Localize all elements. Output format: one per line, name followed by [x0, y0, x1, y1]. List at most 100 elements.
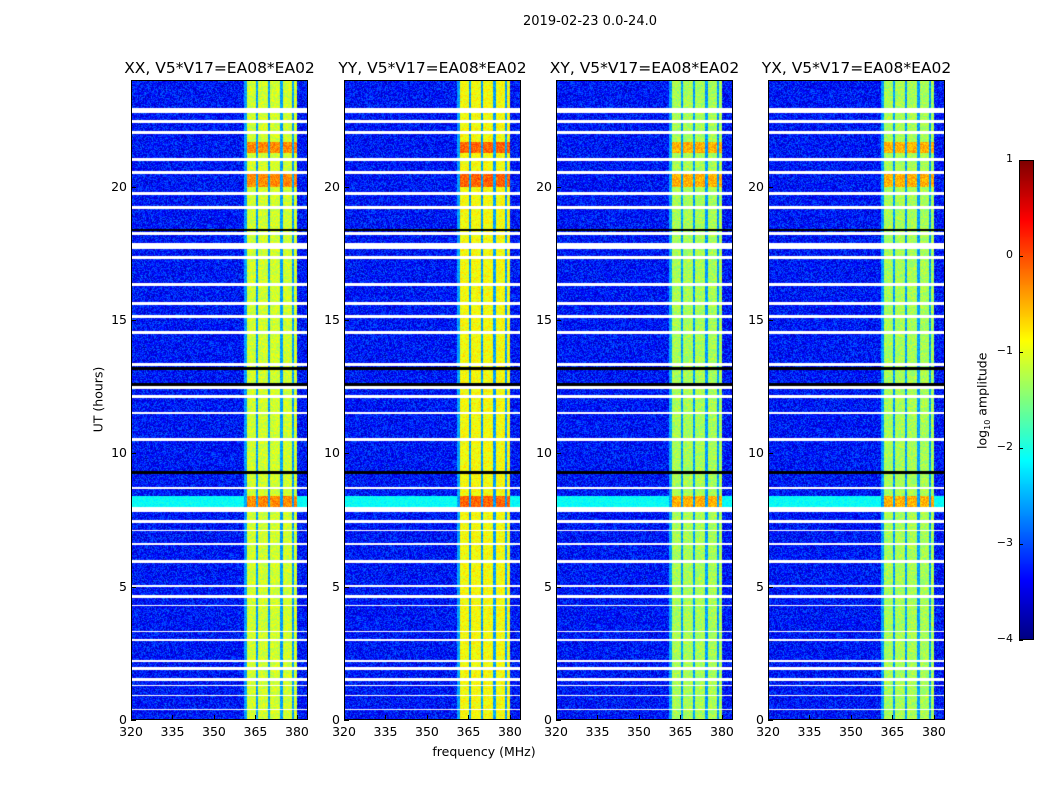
colorbar-tick-mark — [1019, 160, 1023, 161]
y-tick-label: 0 — [756, 712, 764, 727]
x-tick-mark — [296, 715, 298, 720]
y-tick-label: 20 — [324, 178, 340, 194]
colorbar-gradient — [1019, 160, 1034, 640]
y-tick-label: 5 — [544, 578, 552, 594]
spectrogram-heatmap — [131, 80, 308, 720]
x-tick-mark — [213, 715, 215, 720]
plot-frame — [768, 80, 945, 720]
y-tick-label: 10 — [111, 445, 127, 461]
x-tick-label: 365 — [668, 724, 693, 739]
y-tick-mark — [768, 186, 773, 188]
x-tick-mark — [468, 715, 470, 720]
x-tick-label: 320 — [756, 724, 780, 739]
colorbar-label: log10 amplitude — [974, 346, 992, 456]
y-tick-mark — [768, 586, 773, 588]
plot-frame — [556, 80, 733, 720]
colorbar-tick-label: 0 — [1006, 248, 1013, 261]
y-tick-mark — [768, 720, 773, 721]
x-tick-mark — [556, 715, 557, 720]
y-tick-mark — [556, 186, 561, 188]
colorbar-frame — [1019, 160, 1034, 640]
x-tick-label: 320 — [119, 724, 143, 739]
x-tick-mark — [597, 715, 599, 720]
y-tick-mark — [344, 453, 349, 455]
colorbar-tick-label: −2 — [996, 440, 1013, 453]
y-tick-label: 5 — [756, 578, 764, 594]
x-tick-mark — [933, 715, 935, 720]
y-tick-label: 15 — [748, 312, 764, 327]
y-tick-mark — [131, 586, 136, 588]
colorbar-tick-label: −3 — [996, 536, 1013, 549]
x-tick-label: 380 — [285, 724, 309, 739]
plot-frame — [344, 80, 521, 720]
colorbar-tick-mark — [1019, 256, 1023, 257]
y-tick-label: 15 — [324, 312, 340, 327]
spectrogram-heatmap — [344, 80, 521, 720]
panel-title: XY, V5*V17=EA08*EA02 — [549, 59, 740, 77]
x-tick-label: 380 — [922, 724, 946, 739]
colorbar-tick-label: 1 — [1006, 152, 1013, 165]
y-tick-label: 10 — [536, 445, 552, 461]
x-tick-label: 335 — [373, 724, 398, 739]
y-tick-mark — [344, 720, 349, 721]
y-tick-label: 10 — [748, 445, 764, 461]
y-tick-label: 0 — [119, 712, 127, 727]
y-tick-mark — [344, 320, 349, 321]
x-tick-mark — [680, 715, 682, 720]
x-tick-label: 350 — [202, 724, 226, 739]
colorbar-label-sub: 10 — [982, 419, 992, 430]
y-tick-mark — [556, 320, 561, 321]
colorbar-tick-mark — [1019, 352, 1023, 353]
x-tick-mark — [768, 715, 769, 720]
y-tick-label: 10 — [324, 445, 340, 461]
x-tick-mark — [809, 715, 811, 720]
y-tick-label: 20 — [536, 178, 552, 194]
y-tick-mark — [768, 453, 773, 455]
y-tick-mark — [344, 186, 349, 188]
x-tick-mark — [850, 715, 852, 720]
x-tick-label: 350 — [415, 724, 439, 739]
panel-title: XX, V5*V17=EA08*EA02 — [124, 59, 315, 77]
figure-title: 2019-02-23 0.0-24.0 — [523, 14, 657, 29]
x-tick-label: 335 — [797, 724, 822, 739]
colorbar-tick-mark — [1019, 544, 1023, 545]
x-tick-mark — [255, 715, 257, 720]
y-tick-mark — [131, 453, 136, 455]
y-tick-label: 15 — [111, 312, 127, 327]
y-tick-label: 15 — [536, 312, 552, 327]
x-tick-mark — [638, 715, 640, 720]
x-tick-label: 380 — [498, 724, 522, 739]
y-tick-label: 0 — [544, 712, 552, 727]
x-tick-mark — [344, 715, 345, 720]
plot-frame — [131, 80, 308, 720]
x-tick-label: 365 — [456, 724, 481, 739]
colorbar-tick-label: −4 — [996, 632, 1013, 645]
x-tick-mark — [131, 715, 132, 720]
x-tick-mark — [509, 715, 511, 720]
x-tick-label: 365 — [243, 724, 268, 739]
x-tick-label: 380 — [710, 724, 734, 739]
spectrogram-heatmap — [556, 80, 733, 720]
y-tick-mark — [556, 586, 561, 588]
y-tick-mark — [768, 320, 773, 321]
x-tick-label: 320 — [332, 724, 356, 739]
y-tick-label: 20 — [748, 178, 764, 194]
panel-title: YX, V5*V17=EA08*EA02 — [761, 59, 952, 77]
colorbar-tick-label: −1 — [996, 344, 1013, 357]
y-tick-label: 5 — [119, 578, 127, 594]
x-tick-label: 350 — [627, 724, 651, 739]
colorbar-tick-mark — [1019, 640, 1023, 641]
y-tick-mark — [131, 320, 136, 321]
colorbar-label-rest: amplitude — [974, 352, 990, 420]
x-tick-label: 320 — [544, 724, 568, 739]
x-tick-label: 350 — [839, 724, 863, 739]
x-tick-mark — [385, 715, 387, 720]
x-axis-label: frequency (MHz) — [432, 744, 536, 759]
y-tick-mark — [131, 720, 136, 721]
panel-title: YY, V5*V17=EA08*EA02 — [338, 59, 527, 77]
colorbar-label-log: log — [974, 429, 990, 449]
x-tick-mark — [426, 715, 428, 720]
y-tick-label: 20 — [111, 178, 127, 194]
x-tick-label: 335 — [160, 724, 185, 739]
x-tick-mark — [172, 715, 174, 720]
